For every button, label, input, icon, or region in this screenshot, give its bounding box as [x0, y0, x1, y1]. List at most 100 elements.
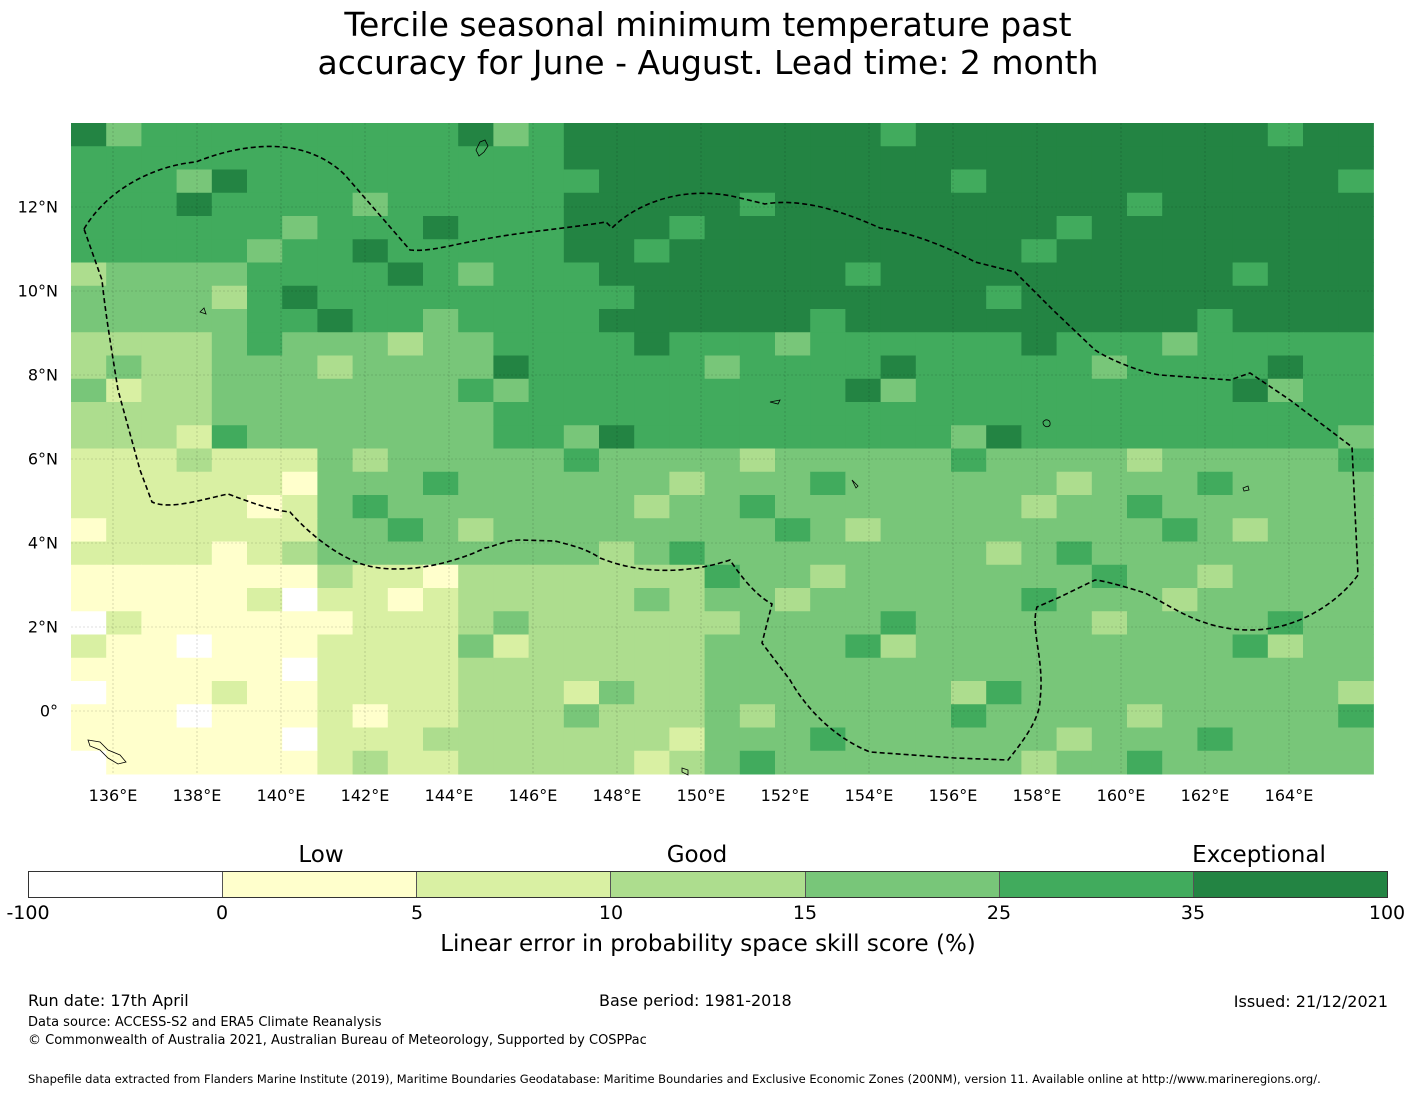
grid-cell	[880, 611, 917, 635]
grid-cell	[704, 448, 741, 473]
grid-cell	[704, 471, 741, 496]
grid-cell	[951, 402, 987, 426]
grid-cell	[282, 750, 318, 775]
grid-cell	[845, 471, 882, 496]
grid-cell	[880, 448, 917, 473]
grid-cell	[317, 611, 354, 635]
grid-cell	[317, 262, 354, 287]
grid-cell	[845, 681, 882, 705]
grid-cell	[563, 495, 600, 519]
grid-cell	[106, 704, 142, 728]
grid-cell	[1091, 681, 1128, 705]
grid-cell	[423, 611, 459, 635]
grid-cell	[1162, 402, 1198, 426]
grid-cell	[211, 146, 248, 170]
grid-cell	[528, 262, 565, 287]
grid-cell	[176, 657, 213, 682]
grid-cell	[211, 425, 248, 449]
grid-cell	[775, 495, 811, 519]
grid-cell	[739, 727, 776, 752]
grid-cell	[563, 216, 600, 240]
grid-cell	[71, 378, 107, 403]
grid-cell	[704, 378, 741, 403]
grid-cell	[845, 262, 882, 287]
grid-cell	[458, 285, 494, 310]
grid-cell	[563, 448, 600, 473]
grid-cell	[493, 750, 530, 775]
grid-cell	[1162, 750, 1198, 775]
grid-cell	[1127, 285, 1163, 310]
grid-cell	[599, 309, 635, 333]
grid-cell	[387, 192, 424, 217]
lat-label: 2°N	[27, 617, 58, 637]
grid-cell	[247, 192, 283, 217]
grid-cell	[317, 564, 354, 589]
grid-cell	[282, 425, 318, 449]
grid-cell	[387, 123, 424, 147]
grid-cell	[1056, 146, 1093, 170]
grid-cell	[141, 564, 178, 589]
grid-cell	[71, 355, 107, 380]
grid-cell	[1091, 634, 1128, 659]
grid-cell	[1162, 611, 1198, 635]
grid-cell	[634, 146, 670, 170]
grid-cell	[1232, 681, 1269, 705]
grid-cell	[352, 611, 389, 635]
grid-cell	[352, 332, 389, 356]
grid-cell	[176, 541, 213, 566]
grid-cell	[951, 564, 987, 589]
grid-cell	[1232, 402, 1269, 426]
grid-cell	[247, 146, 283, 170]
colorbar	[28, 871, 1388, 898]
grid-cell	[1232, 704, 1269, 728]
grid-cell	[1021, 518, 1058, 542]
grid-cell	[845, 309, 882, 333]
grid-cell	[1267, 146, 1304, 170]
grid-cell	[845, 634, 882, 659]
grid-cell	[599, 239, 635, 263]
colorbar-tick-label: 35	[1180, 902, 1206, 924]
grid-cell	[986, 425, 1022, 449]
grid-cell	[810, 611, 846, 635]
grid-cell	[1021, 588, 1058, 612]
grid-cell	[1197, 657, 1234, 682]
grid-cell	[1091, 588, 1128, 612]
grid-cell	[317, 123, 354, 147]
grid-cell	[423, 634, 459, 659]
lat-label: 6°N	[27, 449, 58, 469]
grid-cell	[1127, 704, 1163, 728]
grid-cell	[247, 216, 283, 240]
grid-cell	[1056, 564, 1093, 589]
grid-cell	[71, 727, 107, 752]
grid-cell	[1338, 402, 1374, 426]
grid-cell	[915, 262, 952, 287]
grid-cell	[1303, 657, 1339, 682]
grid-cell	[880, 378, 917, 403]
lat-label: 8°N	[27, 365, 58, 385]
grid-cell	[1056, 262, 1093, 287]
grid-cell	[951, 634, 987, 659]
grid-cell	[634, 123, 670, 147]
grid-cell	[704, 216, 741, 240]
grid-cell	[669, 704, 706, 728]
grid-cell	[880, 169, 917, 194]
grid-cell	[493, 588, 530, 612]
grid-cell	[528, 681, 565, 705]
grid-cell	[986, 146, 1022, 170]
grid-cell	[423, 332, 459, 356]
grid-cell	[458, 448, 494, 473]
grid-cell	[176, 727, 213, 752]
grid-cell	[1021, 146, 1058, 170]
grid-cell	[317, 146, 354, 170]
grid-cell	[282, 448, 318, 473]
grid-cell	[986, 262, 1022, 287]
grid-cell	[106, 495, 142, 519]
grid-cell	[845, 192, 882, 217]
grid-cell	[704, 495, 741, 519]
grid-cell	[669, 309, 706, 333]
grid-cell	[599, 169, 635, 194]
grid-cell	[71, 146, 107, 170]
grid-cell	[528, 285, 565, 310]
grid-cell	[176, 309, 213, 333]
grid-cell	[352, 564, 389, 589]
